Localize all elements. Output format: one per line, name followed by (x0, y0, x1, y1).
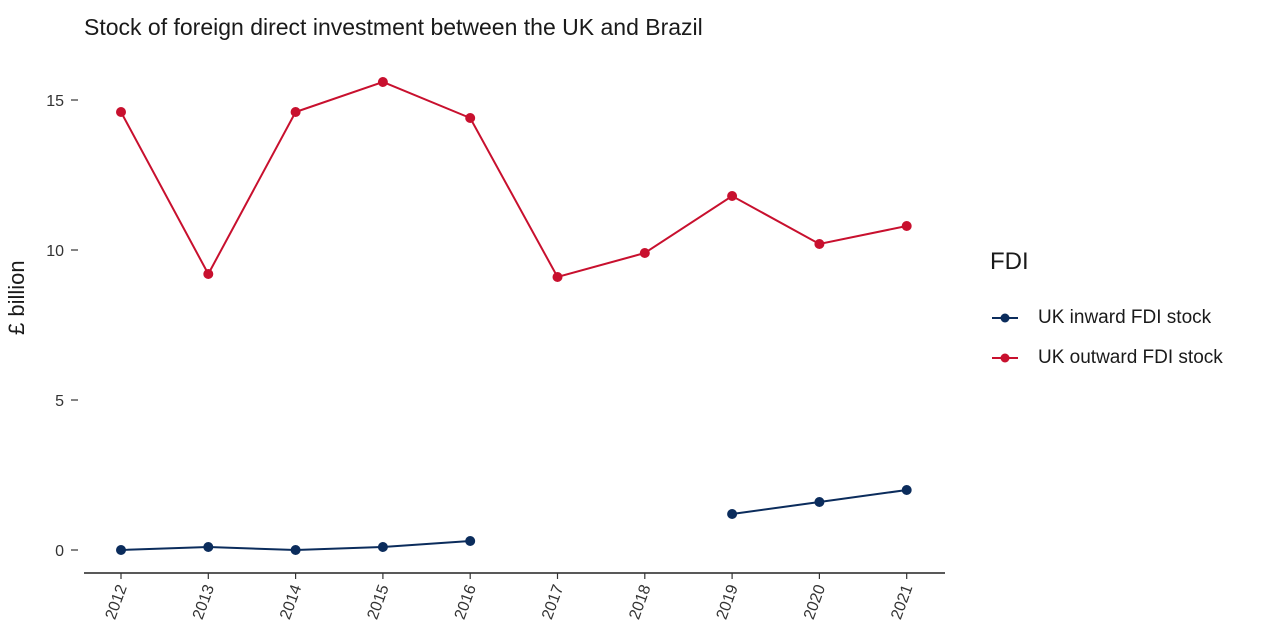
data-point-outward (552, 272, 563, 282)
data-point-inward (814, 497, 825, 507)
legend-key-outward-icon (992, 353, 1018, 363)
data-point-inward (727, 509, 738, 519)
data-point-outward (639, 248, 650, 258)
data-point-outward (727, 191, 738, 201)
chart-title: Stock of foreign direct investment betwe… (84, 14, 703, 40)
data-point-outward (290, 107, 301, 117)
data-point-outward (814, 239, 825, 249)
x-tick-label: 2021 (888, 582, 916, 621)
data-point-inward (465, 536, 476, 546)
legend-label-outward: UK outward FDI stock (1038, 347, 1223, 368)
data-point-inward (116, 545, 126, 555)
x-tick-label: 2018 (626, 582, 654, 621)
data-point-outward (901, 221, 912, 231)
x-tick-label: 2014 (277, 582, 305, 621)
x-tick-label: 2012 (103, 582, 131, 621)
data-point-inward (290, 545, 301, 555)
y-tick-label: 10 (46, 243, 64, 260)
y-tick-label: 15 (46, 93, 64, 110)
data-point-outward (377, 77, 388, 87)
x-tick-label: 2019 (714, 582, 742, 621)
y-tick-label: 0 (55, 543, 64, 560)
legend-title: FDI (990, 248, 1029, 275)
legend-label-inward: UK inward FDI stock (1038, 307, 1212, 328)
data-point-inward (377, 542, 388, 552)
x-tick-label: 2017 (539, 582, 567, 621)
legend: FDI UK inward FDI stock UK outward FDI s… (990, 248, 1223, 378)
data-point-inward (203, 542, 214, 552)
x-tick-label: 2016 (452, 582, 480, 621)
data-point-outward (116, 107, 126, 117)
x-tick-label: 2015 (365, 582, 393, 621)
legend-item-inward: UK inward FDI stock (990, 298, 1223, 338)
series-line-outward (120, 80, 907, 279)
data-point-inward (901, 485, 912, 495)
x-tick-label: 2013 (190, 582, 218, 621)
data-point-outward (465, 113, 476, 123)
data-point-outward (203, 269, 214, 279)
x-tick-label: 2020 (801, 582, 829, 621)
legend-item-outward: UK outward FDI stock (990, 338, 1223, 378)
y-tick-label: 5 (55, 393, 64, 410)
legend-key-inward-icon (992, 313, 1018, 323)
